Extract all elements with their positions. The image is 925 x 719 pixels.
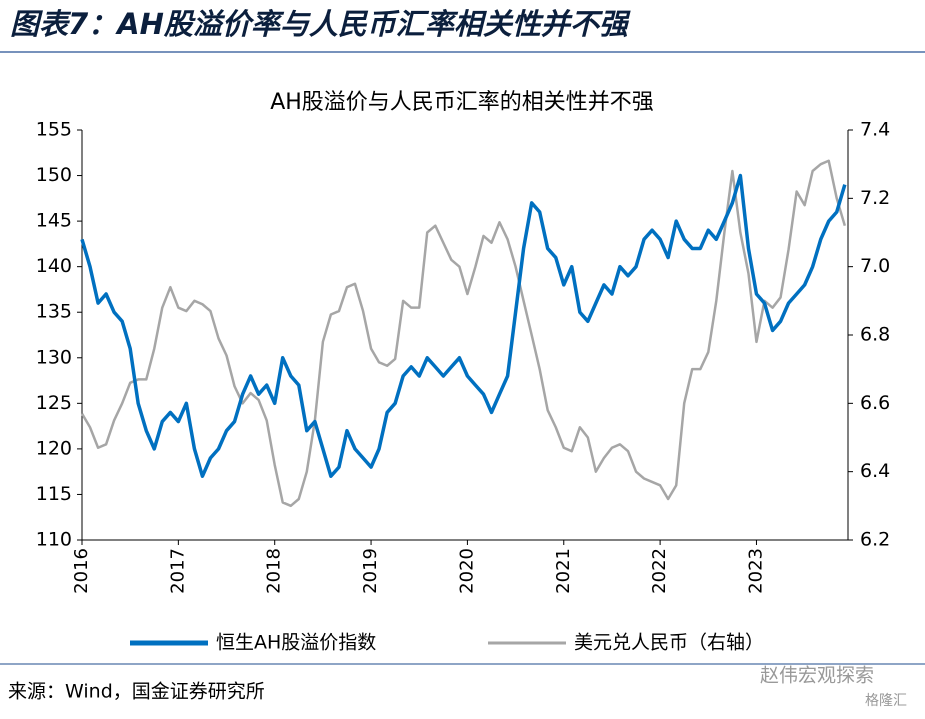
x-tick-label: 2019 xyxy=(360,548,381,594)
y-tick-label: 135 xyxy=(36,301,72,323)
x-tick-label: 2023 xyxy=(745,548,766,594)
y2-tick-label: 7.2 xyxy=(860,187,890,209)
watermark: 赵伟宏观探索 xyxy=(760,665,874,687)
y2-tick-label: 6.6 xyxy=(860,392,890,414)
y2-tick-label: 6.8 xyxy=(860,324,890,346)
logo: 格隆汇 xyxy=(865,693,907,709)
page-title: 图表7：AH股溢价率与人民币汇率相关性并不强 xyxy=(10,7,631,41)
x-tick-label: 2018 xyxy=(264,548,285,594)
legend-label: 美元兑人民币（右轴） xyxy=(574,632,764,654)
legend-label: 恒生AH股溢价指数 xyxy=(216,632,376,654)
y-tick-label: 125 xyxy=(36,392,72,414)
y-tick-label: 150 xyxy=(36,164,72,186)
y-tick-label: 120 xyxy=(36,437,72,459)
source: 来源：Wind，国金证券研究所 xyxy=(8,681,265,703)
y-tick-label: 130 xyxy=(36,346,72,368)
y-tick-label: 110 xyxy=(36,529,72,551)
chart-title: AH股溢价与人民币汇率的相关性并不强 xyxy=(270,90,654,115)
x-tick-label: 2022 xyxy=(649,548,670,594)
x-tick-label: 2017 xyxy=(167,548,188,594)
y2-tick-label: 6.2 xyxy=(860,529,890,551)
x-tick-label: 2016 xyxy=(71,548,92,594)
y-tick-label: 145 xyxy=(36,210,72,232)
y-tick-label: 115 xyxy=(36,483,72,505)
series-line xyxy=(80,173,847,478)
y2-tick-label: 6.4 xyxy=(860,460,890,482)
x-tick-label: 2020 xyxy=(456,548,477,594)
series-line xyxy=(80,159,847,508)
y2-tick-label: 7.0 xyxy=(860,255,890,277)
y2-tick-label: 7.4 xyxy=(860,119,890,141)
y-tick-label: 155 xyxy=(36,119,72,141)
x-tick-label: 2021 xyxy=(553,548,574,594)
y-tick-label: 140 xyxy=(36,255,72,277)
